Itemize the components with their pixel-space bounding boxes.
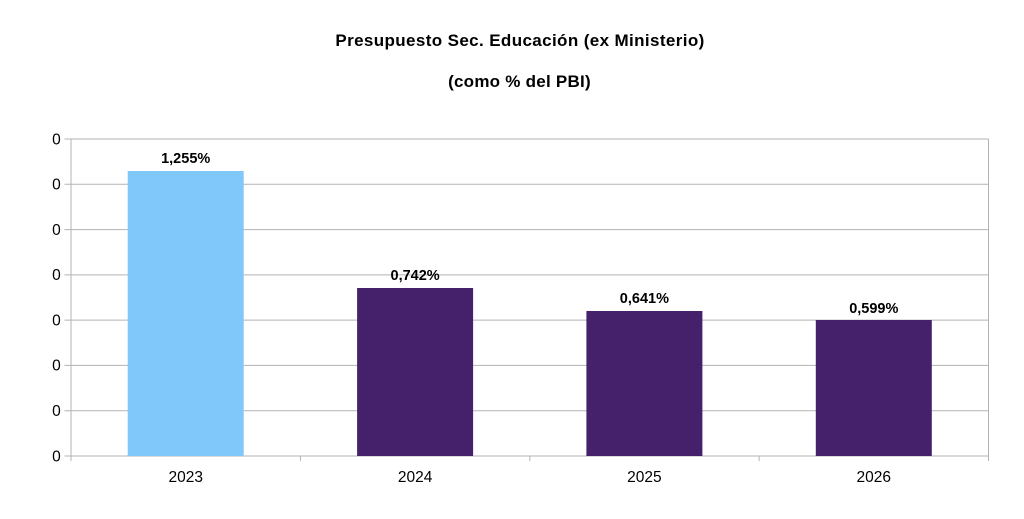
svg-text:0: 0 [52,131,61,148]
svg-text:1,255%: 1,255% [161,151,210,167]
svg-text:0: 0 [52,312,61,329]
svg-text:0,599%: 0,599% [849,301,898,317]
svg-text:2026: 2026 [857,469,891,486]
svg-text:(como % del PBI): (como % del PBI) [448,72,591,91]
svg-text:0: 0 [52,403,61,420]
svg-text:0,742%: 0,742% [391,268,440,284]
svg-text:0: 0 [52,222,61,239]
svg-text:2025: 2025 [627,469,661,486]
svg-text:0: 0 [52,358,61,375]
svg-text:0,641%: 0,641% [620,291,669,307]
svg-text:Presupuesto Sec. Educación (ex: Presupuesto Sec. Educación (ex Ministeri… [335,31,704,50]
svg-text:2023: 2023 [168,469,202,486]
svg-text:0: 0 [52,448,61,465]
svg-text:0: 0 [52,267,61,284]
svg-text:2024: 2024 [398,469,433,486]
svg-text:0: 0 [52,177,61,194]
